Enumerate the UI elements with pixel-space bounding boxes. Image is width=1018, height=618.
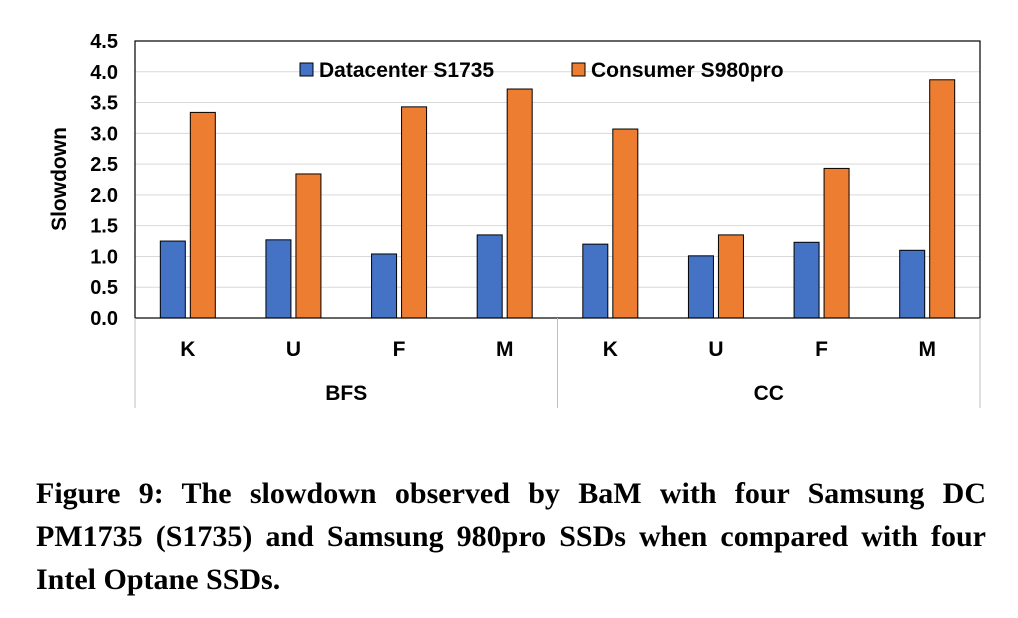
x-category-label: U xyxy=(286,338,301,361)
x-category-label: U xyxy=(708,338,723,361)
x-category-label: F xyxy=(393,338,406,361)
x-category-label: M xyxy=(496,338,514,361)
bar-consumer-4 xyxy=(612,128,639,319)
y-tick-label: 3.5 xyxy=(90,93,118,115)
bar-datacenter-2 xyxy=(371,253,398,319)
gridlines xyxy=(135,40,980,288)
bar-datacenter-4 xyxy=(582,243,609,319)
bar-consumer-7 xyxy=(929,79,956,319)
bar-datacenter-5 xyxy=(687,255,714,319)
bar-consumer-0 xyxy=(189,111,216,319)
y-tick-label: 1.0 xyxy=(90,246,118,268)
bar-datacenter-1 xyxy=(265,239,292,319)
y-tick-label: 0.5 xyxy=(90,277,118,299)
bar-consumer-1 xyxy=(295,173,322,319)
x-category-label: F xyxy=(815,338,828,361)
bar-consumer-2 xyxy=(401,106,428,319)
y-tick-label: 4.5 xyxy=(90,31,118,53)
x-group-labels: BFS CC xyxy=(325,382,784,405)
x-category-label: K xyxy=(603,338,618,361)
legend-swatch-0 xyxy=(299,62,314,77)
plot-frame xyxy=(134,40,981,319)
bar-datacenter-6 xyxy=(793,241,820,319)
bar-datacenter-0 xyxy=(159,240,186,319)
bar-datacenter-3 xyxy=(476,234,503,319)
x-group-label: BFS xyxy=(325,382,367,405)
bars xyxy=(159,79,956,319)
bar-consumer-6 xyxy=(823,167,850,319)
bar-datacenter-7 xyxy=(899,249,926,319)
y-tick-label: 2.5 xyxy=(90,154,118,176)
bar-consumer-3 xyxy=(506,88,533,319)
legend-label-0: Datacenter S1735 xyxy=(319,59,494,82)
y-tick-label: 0.0 xyxy=(90,308,118,330)
y-tick-label: 3.0 xyxy=(90,123,118,145)
y-tick-label: 2.0 xyxy=(90,185,118,207)
legend-swatch-1 xyxy=(571,62,586,77)
y-tick-label: 4.0 xyxy=(90,62,118,84)
x-category-label: K xyxy=(180,338,195,361)
y-axis-label: Slowdown xyxy=(48,127,71,231)
legend-label-1: Consumer S980pro xyxy=(591,59,784,82)
y-tick-label: 1.5 xyxy=(90,216,118,238)
axes xyxy=(134,40,981,408)
bar-consumer-5 xyxy=(717,234,744,319)
x-category-label: M xyxy=(918,338,936,361)
y-tick-labels: 0.0 0.5 1.0 1.5 2.0 2.5 3.0 3.5 4.0 4.5 xyxy=(90,31,118,330)
x-group-label: CC xyxy=(754,382,784,405)
figure-caption: Figure 9: The slowdown observed by BaM w… xyxy=(36,477,986,596)
legend: Datacenter S1735 Consumer S980pro xyxy=(299,59,784,82)
